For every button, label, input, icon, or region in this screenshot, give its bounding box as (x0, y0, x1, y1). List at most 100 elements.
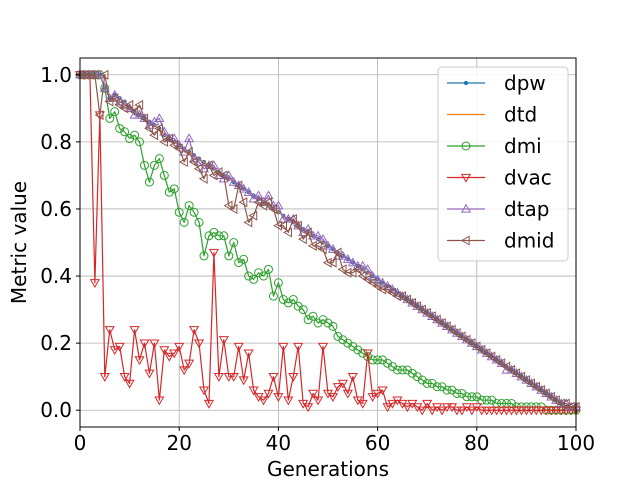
dmi-point (437, 382, 447, 392)
dtap-point (288, 213, 299, 223)
dmi-point (303, 315, 313, 325)
dmi-point (115, 123, 125, 133)
dmid-point (426, 311, 436, 322)
dvac-point (288, 373, 299, 382)
dvac-point (223, 373, 234, 382)
dmi-point (229, 238, 239, 247)
dmi-point (293, 301, 303, 311)
dtap-point (313, 230, 324, 240)
dvac-point (308, 389, 319, 399)
legend-swatch-marker (463, 80, 469, 86)
dvac-point (332, 383, 343, 392)
dmid-point (302, 227, 312, 238)
legend-swatch-marker (460, 235, 470, 246)
dmi-point (234, 258, 244, 268)
dmid-point (332, 247, 342, 258)
dmid-point (471, 341, 481, 352)
dvac-point (506, 406, 517, 416)
dtap-point (317, 233, 329, 243)
dvac-point (456, 406, 467, 416)
dmi-point (268, 291, 278, 301)
series-layer (74, 69, 582, 416)
dmi-point (328, 321, 338, 331)
dmid-point (99, 69, 109, 80)
dmid-point (436, 317, 446, 329)
dmid-point (565, 401, 575, 412)
dmid-point (109, 93, 119, 104)
dvac-point (521, 406, 532, 416)
dvac-point (104, 326, 115, 335)
dvac-point (169, 349, 180, 359)
dmid-point (337, 264, 347, 275)
dvac-point (402, 403, 413, 413)
dmi-point (373, 355, 383, 365)
dmid-point (461, 334, 471, 345)
dmid-point (233, 180, 243, 191)
legend-item-dtap: dtap (447, 197, 550, 221)
dvac-point (441, 403, 453, 413)
dmid-point (372, 281, 382, 292)
x-tick-label: 20 (166, 431, 191, 455)
dmi-point (159, 170, 169, 180)
dmid-point (362, 274, 372, 285)
dvac-point (481, 406, 492, 416)
dtap-point (228, 176, 239, 186)
axis-ticks: 0 20 40 60 80 100 0.0 0.2 0.4 0.6 0.8 1.0 (40, 63, 595, 455)
dmi-point (254, 268, 264, 278)
x-tick-label: 80 (464, 431, 489, 455)
dmi-point (184, 201, 194, 211)
dmi-point (164, 187, 174, 197)
dmi-point (462, 392, 472, 402)
dtap-point (347, 257, 358, 267)
dvac-point (486, 406, 497, 416)
dmi-point (298, 305, 308, 315)
legend-swatch-marker (460, 173, 472, 183)
dtap-point (129, 109, 140, 119)
dmi-point (288, 295, 298, 305)
legend-item-dmi: dmi (447, 134, 542, 158)
dtap-point (293, 220, 304, 230)
dvac-point (357, 399, 368, 409)
dmid-point (511, 368, 521, 379)
dmid-point (392, 291, 402, 302)
dtap-point (139, 113, 150, 123)
dmi-point (244, 271, 254, 281)
dmi-point (204, 231, 214, 241)
dmid-point (104, 96, 114, 107)
dmid-point (377, 284, 387, 295)
dmid-point (501, 361, 511, 372)
dvac-point (293, 342, 304, 352)
dvac-point (382, 403, 393, 413)
dmi-point (179, 217, 189, 227)
dvac-point (139, 339, 150, 349)
dvac-point (526, 406, 537, 416)
legend-label: dmi (504, 134, 542, 158)
dmi-point (214, 231, 224, 241)
dmid-point (94, 109, 104, 121)
dmid-point (560, 398, 570, 409)
dmi-point (249, 274, 259, 284)
dmi-point (224, 251, 234, 261)
dmid-point (134, 99, 144, 111)
legend[interactable]: dpw dtd dmi dvac dtap dmid (437, 66, 569, 262)
dmid-point (476, 344, 486, 355)
dvac-point (273, 393, 284, 403)
dmi-point (313, 318, 323, 328)
dmi-point (189, 207, 199, 217)
dmid-point (307, 240, 317, 251)
dvac-point (248, 386, 259, 396)
dmi-point (427, 378, 437, 388)
dvac-point (278, 342, 289, 352)
dtap-point (278, 213, 289, 223)
dvac-point (218, 336, 229, 345)
dvac-point (546, 406, 557, 416)
dvac-point (159, 346, 170, 356)
legend-label: dpw (504, 71, 546, 95)
legend-item-dvac: dvac (447, 166, 552, 190)
dmid-point (273, 220, 283, 231)
dvac-point (89, 279, 100, 288)
dmi-point (209, 227, 219, 237)
dmi-point (383, 358, 393, 368)
dmid-point (139, 113, 149, 124)
